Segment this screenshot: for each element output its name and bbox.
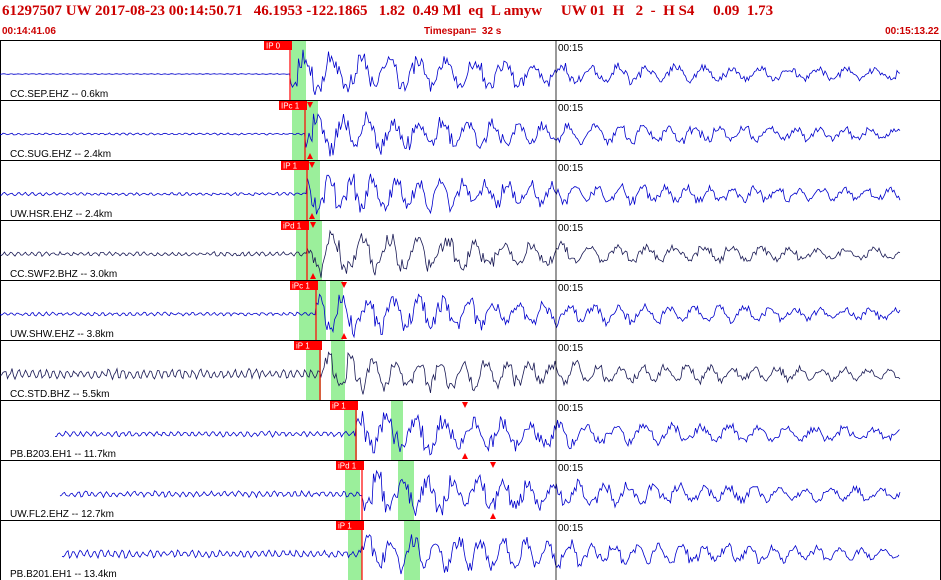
pick-flag-label: IP 0 [266, 42, 281, 51]
pick-flag[interactable] [264, 41, 292, 50]
time-tick-label: 00:15 [558, 223, 583, 234]
pick-flag[interactable] [281, 221, 309, 230]
pick-window [344, 401, 357, 460]
s-pick-marker[interactable] [309, 162, 315, 168]
trace-panel[interactable]: iPc 1 00:15 UW.SHW.EHZ -- 3.8km [0, 280, 941, 341]
pick-flag-label: iP 1 [338, 522, 352, 531]
end-time: 00:15:13.22 [885, 26, 939, 37]
pick-flag-label: iPd 1 [338, 462, 357, 471]
s-pick-marker[interactable] [462, 453, 468, 459]
pick-window [296, 221, 322, 280]
trace-panel[interactable]: iPd 1 00:15 CC.SWF2.BHZ -- 3.0km [0, 220, 941, 281]
pick-flag[interactable] [290, 281, 318, 290]
s-pick-marker[interactable] [310, 222, 316, 228]
pick-window [299, 281, 326, 340]
time-tick-label: 00:15 [558, 523, 583, 534]
panel-border [0, 460, 941, 521]
station-label: PB.B203.EH1 -- 11.7km [10, 449, 116, 460]
pick-flag-label: iPc 1 [292, 282, 310, 291]
time-tick-label: 00:15 [558, 463, 583, 474]
pick-flag-label: iP 1 [296, 342, 310, 351]
pick-flag-label: iP 1 [332, 402, 346, 411]
pick-flag[interactable] [330, 401, 358, 410]
time-tick-label: 00:15 [558, 163, 583, 174]
pick-window [330, 281, 343, 340]
s-pick-marker[interactable] [310, 273, 316, 279]
trace-panel[interactable]: IPc 1 00:15 CC.SUG.EHZ -- 2.4km [0, 100, 941, 161]
panel-border [0, 160, 941, 221]
station-label: UW.SHW.EHZ -- 3.8km [10, 329, 114, 340]
station-label: CC.SUG.EHZ -- 2.4km [10, 149, 111, 160]
pick-window [306, 341, 321, 400]
trace-panel[interactable]: iPd 1 00:15 UW.FL2.EHZ -- 12.7km [0, 460, 941, 521]
station-label: CC.SWF2.BHZ -- 3.0km [10, 269, 117, 280]
pick-flag[interactable] [336, 521, 364, 530]
waveform-trace [59, 469, 901, 516]
time-tick-label: 00:15 [558, 343, 583, 354]
station-label: CC.STD.BHZ -- 5.5km [10, 389, 109, 400]
trace-panel[interactable]: IP 0 00:15 CC.SEP.EHZ -- 0.6km [0, 40, 941, 101]
s-pick-marker[interactable] [341, 282, 347, 288]
trace-panel[interactable]: iP 1 00:15 PB.B203.EH1 -- 11.7km [0, 400, 941, 461]
pick-window [348, 521, 362, 580]
s-pick-marker[interactable] [307, 153, 313, 159]
time-tick-label: 00:15 [558, 403, 583, 414]
start-time: 00:14:41.06 [2, 26, 56, 37]
panel-border [0, 520, 941, 580]
waveform-trace [0, 111, 901, 157]
station-label: PB.B201.EH1 -- 13.4km [10, 569, 117, 580]
pick-flag[interactable] [294, 341, 322, 350]
s-pick-marker[interactable] [309, 213, 315, 219]
trace-panel[interactable]: iP 1 00:15 CC.STD.BHZ -- 5.5km [0, 340, 941, 401]
waveform-trace [0, 351, 901, 395]
pick-flag[interactable] [279, 101, 307, 110]
pick-window [291, 41, 306, 100]
s-pick-marker[interactable] [341, 333, 347, 339]
trace-panel[interactable]: IP 1 00:15 UW.HSR.EHZ -- 2.4km [0, 160, 941, 221]
panel-border [0, 40, 941, 101]
station-label: UW.HSR.EHZ -- 2.4km [10, 209, 112, 220]
waveform-trace [0, 49, 901, 96]
pick-window [398, 461, 414, 520]
panel-border [0, 100, 941, 161]
s-pick-marker[interactable] [462, 402, 468, 408]
s-pick-marker[interactable] [490, 462, 496, 468]
panel-border [0, 400, 941, 461]
header-bar: 61297507 UW 2017-08-23 00:14:50.71 46.19… [0, 0, 941, 40]
station-label: CC.SEP.EHZ -- 0.6km [10, 89, 108, 100]
time-tick-label: 00:15 [558, 103, 583, 114]
waveform-trace [54, 411, 900, 456]
pick-window [391, 401, 403, 460]
pick-flag-label: iPd 1 [283, 222, 302, 231]
time-tick-label: 00:15 [558, 43, 583, 54]
panel-border [0, 340, 941, 401]
pick-flag[interactable] [281, 161, 309, 170]
pick-window [331, 341, 345, 400]
timespan-label: Timespan= 32 s [424, 26, 502, 37]
pick-window [404, 521, 420, 580]
pick-window [345, 461, 360, 520]
waveform-trace [0, 229, 901, 278]
waveform-trace [0, 293, 901, 339]
station-label: UW.FL2.EHZ -- 12.7km [10, 509, 114, 520]
time-tick-label: 00:15 [558, 283, 583, 294]
waveform-panels[interactable]: IP 0 00:15 CC.SEP.EHZ -- 0.6km IPc 1 00:15 CC… [0, 40, 941, 580]
pick-flag-label: IPc 1 [281, 102, 300, 111]
pick-flag[interactable] [336, 461, 364, 470]
trace-panel[interactable]: iP 1 00:15 PB.B201.EH1 -- 13.4km [0, 520, 941, 580]
waveform-trace [61, 534, 900, 575]
s-pick-marker[interactable] [307, 102, 313, 108]
event-summary: 61297507 UW 2017-08-23 00:14:50.71 46.19… [2, 3, 774, 19]
pick-flag-label: IP 1 [283, 162, 298, 171]
waveform-trace [0, 173, 901, 215]
s-pick-marker[interactable] [490, 513, 496, 519]
